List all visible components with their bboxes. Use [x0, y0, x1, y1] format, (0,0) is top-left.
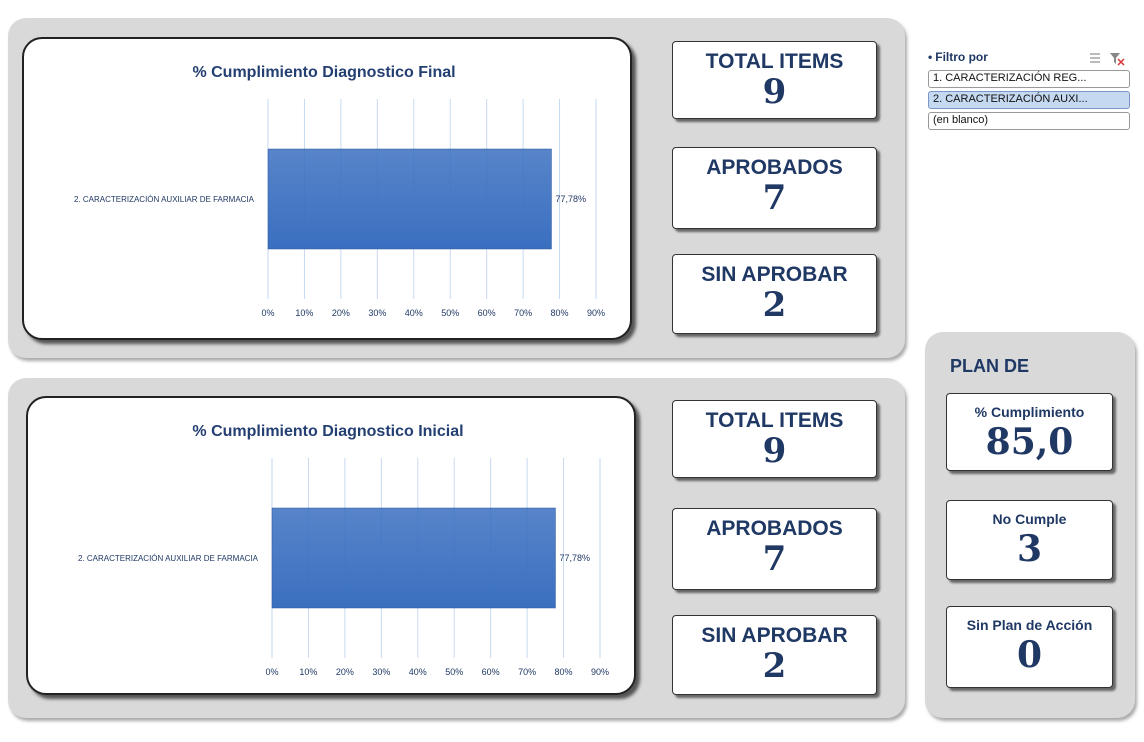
data-label: 77,78% [555, 194, 586, 204]
chart: % Cumplimiento Diagnostico Inicial 0% 10% 2… [78, 423, 609, 677]
x-tick-label: 90% [587, 308, 605, 318]
plan-card-value: 85,0 [985, 421, 1074, 463]
x-tick-label: 20% [332, 308, 350, 318]
slicer: • Filtro por 1. CARACTERIZACIÓN REG... 2.… [928, 50, 1130, 133]
data-label: 77,78% [559, 553, 590, 563]
kpi-card: APROBADOS 7 [672, 508, 877, 590]
kpi-label: TOTAL ITEMS [705, 409, 844, 432]
plan-card: No Cumple 3 [946, 500, 1113, 580]
chart-card: % Cumplimiento Diagnostico Final 0% 10% 20%… [22, 37, 632, 340]
slicer-item[interactable]: (en blanco) [928, 112, 1130, 130]
slicer-item[interactable]: 2. CARACTERIZACIÓN AUXI... [928, 91, 1130, 109]
x-tick-label: 0% [265, 667, 278, 677]
plan-card: % Cumplimiento 85,0 [946, 393, 1113, 471]
slicer-bullet: • [928, 50, 933, 64]
x-tick-label: 70% [514, 308, 532, 318]
x-tick-label: 70% [518, 667, 536, 677]
y-tick-label: 2. CARACTERIZACIÓN AUXILIAR DE FARMACIA [74, 195, 255, 204]
kpi-value: 7 [762, 178, 787, 218]
plan-card: Sin Plan de Acción 0 [946, 606, 1113, 688]
chart-title: % Cumplimiento Diagnostico Inicial [192, 423, 463, 440]
multi-select-icon[interactable] [1090, 53, 1100, 63]
x-tick-label: 10% [299, 667, 317, 677]
plan-card-label: No Cumple [992, 511, 1067, 527]
slicer-icons [1090, 53, 1125, 66]
x-tick-label: 10% [295, 308, 313, 318]
x-tick-label: 0% [261, 308, 274, 318]
kpi-label: SIN APROBAR [701, 624, 848, 647]
plan-title: PLAN DE [950, 356, 1030, 376]
kpi-label: SIN APROBAR [701, 263, 848, 286]
kpi-card: TOTAL ITEMS 9 [672, 41, 877, 119]
x-tick-label: 60% [478, 308, 496, 318]
kpi-label: APROBADOS [706, 156, 843, 179]
kpi-value: 9 [762, 72, 787, 112]
kpi-label: APROBADOS [706, 517, 843, 540]
kpi-value: 7 [762, 539, 787, 579]
x-tick-label: 30% [372, 667, 390, 677]
slicer-title: Filtro por [935, 50, 988, 64]
kpi-card: SIN APROBAR 2 [672, 254, 877, 334]
kpi-label: TOTAL ITEMS [705, 50, 844, 73]
clear-filter-icon[interactable] [1110, 53, 1125, 66]
plan-card-value: 0 [1016, 634, 1043, 676]
kpi-value: 9 [762, 431, 787, 471]
x-tick-label: 40% [405, 308, 423, 318]
kpi-value: 2 [762, 646, 787, 686]
plan-card-label: Sin Plan de Acción [966, 617, 1093, 633]
chart-card: % Cumplimiento Diagnostico Inicial 0% 10% 2… [26, 396, 636, 695]
x-tick-label: 50% [441, 308, 459, 318]
x-tick-label: 40% [409, 667, 427, 677]
x-tick-label: 20% [336, 667, 354, 677]
kpi-card: TOTAL ITEMS 9 [672, 400, 877, 478]
plan-card-label: % Cumplimiento [974, 404, 1085, 420]
kpi-value: 2 [762, 285, 787, 325]
bar [267, 148, 552, 250]
x-tick-label: 50% [445, 667, 463, 677]
x-tick-label: 80% [555, 667, 573, 677]
chart: % Cumplimiento Diagnostico Final 0% 10% 20%… [74, 64, 605, 318]
bar [271, 507, 556, 609]
x-tick-label: 30% [368, 308, 386, 318]
y-tick-label: 2. CARACTERIZACIÓN AUXILIAR DE FARMACIA [78, 554, 259, 563]
x-tick-label: 90% [591, 667, 609, 677]
kpi-card: APROBADOS 7 [672, 147, 877, 229]
kpi-card: SIN APROBAR 2 [672, 615, 877, 695]
chart-title: % Cumplimiento Diagnostico Final [192, 64, 455, 81]
slicer-header: • Filtro por [928, 50, 1130, 70]
plan-card-value: 3 [1016, 528, 1043, 570]
x-tick-label: 80% [551, 308, 569, 318]
x-tick-label: 60% [482, 667, 500, 677]
slicer-item[interactable]: 1. CARACTERIZACIÓN REG... [928, 70, 1130, 88]
slicer-items: 1. CARACTERIZACIÓN REG... 2. CARACTERIZAC… [928, 70, 1130, 130]
